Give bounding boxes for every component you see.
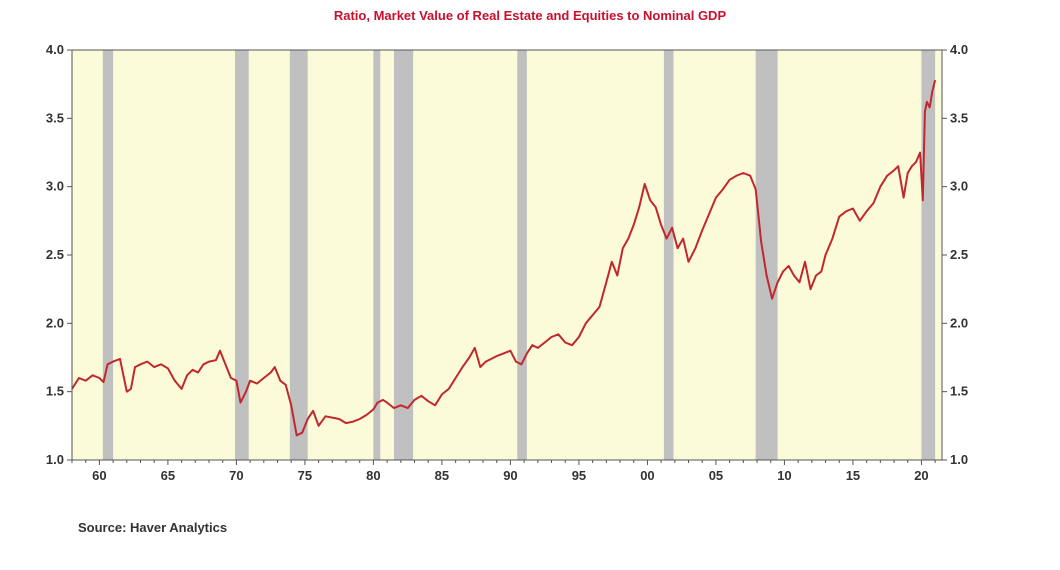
y-tick-label-right: 3.5 (950, 110, 968, 125)
x-tick-label: 00 (640, 468, 654, 483)
source-note: Source: Haver Analytics (78, 520, 228, 535)
recession-band-3 (289, 50, 308, 460)
x-tick-label: 70 (229, 468, 243, 483)
y-tick-label-right: 4.0 (950, 42, 968, 57)
recession-band-1 (102, 50, 114, 460)
x-tick-label: 75 (298, 468, 312, 483)
recession-band-8 (755, 50, 778, 460)
x-tick-label: 80 (366, 468, 380, 483)
y-tick-label-right: 3.0 (950, 179, 968, 194)
plot-area (72, 50, 942, 460)
x-tick-label: 90 (503, 468, 517, 483)
x-tick-label: 95 (572, 468, 586, 483)
x-tick-label: 85 (435, 468, 449, 483)
y-tick-label-right: 2.0 (950, 315, 968, 330)
y-tick-label-left: 4.0 (46, 42, 64, 57)
axis-ticks-layer: 1.0 1.0 1.5 1.5 2.0 2.0 2.5 2.5 3.0 3.0 3.5 3.5 4.0 4… (46, 42, 968, 483)
series-line-layer (71, 79, 937, 437)
recession-band-7 (663, 50, 674, 460)
x-tick-label: 10 (777, 468, 791, 483)
plot-background-layer (72, 50, 942, 460)
x-tick-label: 20 (914, 468, 928, 483)
y-tick-label-left: 2.0 (46, 315, 64, 330)
y-tick-label-left: 1.0 (46, 452, 64, 467)
recession-band-6 (517, 50, 527, 460)
y-tick-label-right: 1.5 (950, 384, 968, 399)
x-tick-label: 15 (846, 468, 860, 483)
x-tick-label: 60 (92, 468, 106, 483)
recession-band-5 (393, 50, 414, 460)
recession-band-9 (921, 50, 936, 460)
x-tick-label: 05 (709, 468, 723, 483)
y-tick-label-left: 2.5 (46, 247, 64, 262)
recession-band-4 (373, 50, 381, 460)
y-tick-label-right: 1.0 (950, 452, 968, 467)
x-tick-label: 65 (161, 468, 175, 483)
y-tick-label-left: 3.5 (46, 110, 64, 125)
recession-band-2 (235, 50, 249, 460)
chart-title: Ratio, Market Value of Real Estate and E… (333, 8, 727, 23)
y-tick-label-right: 2.5 (950, 247, 968, 262)
y-tick-label-left: 1.5 (46, 384, 64, 399)
y-tick-label-left: 3.0 (46, 179, 64, 194)
series-line (71, 79, 937, 437)
